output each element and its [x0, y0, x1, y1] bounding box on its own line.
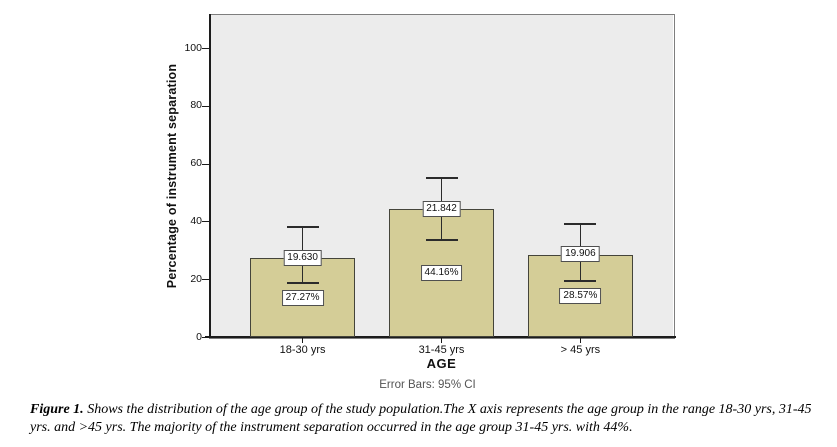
error-bars-footnote: Error Bars: 95% CI [379, 379, 476, 391]
figure-caption-label: Figure 1. [30, 402, 84, 417]
y-axis-title: Percentage of instrument separation [165, 63, 179, 289]
error-bar-cap-bottom [286, 282, 319, 284]
x-tick-label: 18-30 yrs [279, 344, 326, 356]
x-tick-label: > 45 yrs [560, 344, 601, 356]
x-axis-line [205, 336, 676, 338]
plot-area: 19.630 27.27% 21.842 44.16% 19.906 28.57% [210, 15, 673, 337]
bar-percentage-label: 27.27% [281, 289, 324, 306]
y-tick-mark [202, 221, 209, 223]
y-tick-mark [202, 105, 209, 107]
y-tick-label: 0 [196, 330, 202, 343]
y-tick-mark [202, 163, 209, 165]
error-bar-cap-bottom [425, 239, 458, 241]
figure-caption: Figure 1. Shows the distribution of the … [30, 401, 816, 437]
bar-top-value-label: 21.842 [422, 201, 461, 218]
x-tick-mark [441, 338, 442, 343]
bar-percentage-label: 44.16% [420, 265, 463, 282]
error-bar-cap-top [564, 223, 597, 225]
y-axis-line [209, 14, 211, 338]
error-bar-cap-top [286, 226, 319, 228]
bar-top-value-label: 19.630 [283, 250, 322, 267]
y-tick-mark [202, 48, 209, 50]
y-tick-label: 100 [184, 41, 202, 54]
y-tick-mark [202, 279, 209, 281]
bar-chart: 19.630 27.27% 21.842 44.16% 19.906 28.57% 0 20… [165, 14, 676, 391]
x-axis-title: AGE [426, 356, 457, 371]
x-tick-mark [579, 338, 581, 343]
figure-caption-text: Shows the distribution of the age group … [30, 402, 812, 436]
bar-percentage-label: 28.57% [559, 287, 602, 304]
error-bar-cap-top [425, 177, 458, 179]
x-tick-mark [302, 338, 304, 343]
bar-top-value-label: 19.906 [561, 246, 600, 263]
error-bar-cap-bottom [564, 280, 597, 282]
x-tick-label: 31-45 yrs [418, 344, 465, 356]
